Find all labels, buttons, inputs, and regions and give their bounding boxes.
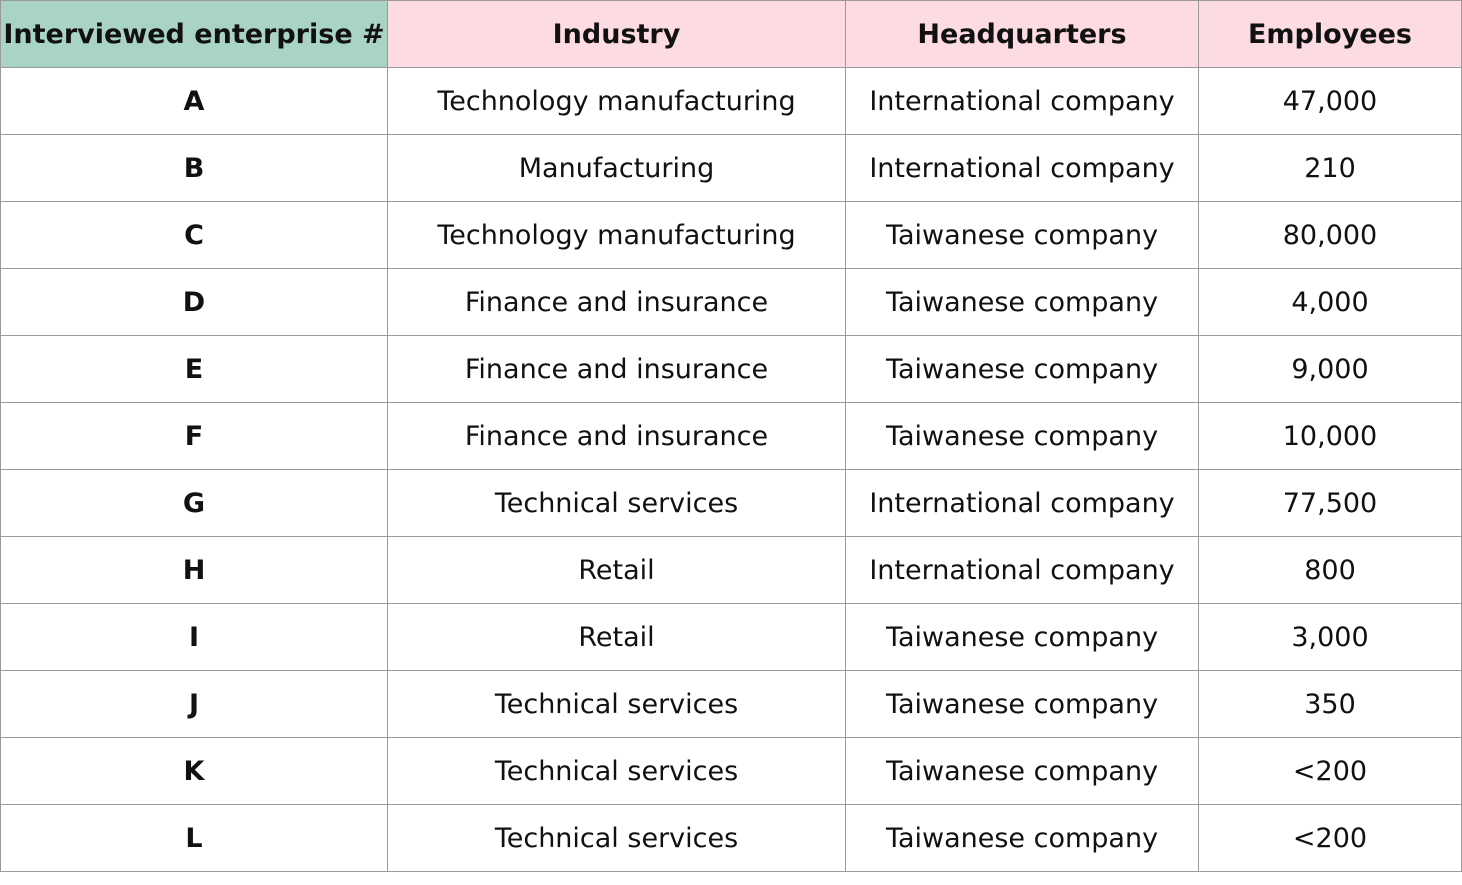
table-row: G Technical services International company… xyxy=(0,469,1462,537)
enterprise-id-cell: K xyxy=(0,737,388,805)
table-body: A Technology manufacturing International c… xyxy=(0,67,1462,872)
industry-cell: Technical services xyxy=(387,469,846,537)
industry-cell: Finance and insurance xyxy=(387,402,846,470)
enterprise-id-cell: I xyxy=(0,603,388,671)
enterprise-id-cell: L xyxy=(0,804,388,872)
industry-cell: Finance and insurance xyxy=(387,268,846,336)
enterprise-id-cell: E xyxy=(0,335,388,403)
industry-cell: Technology manufacturing xyxy=(387,67,846,135)
headquarters-cell: International company xyxy=(845,469,1199,537)
header-row: Interviewed enterprise # Industry Headqu… xyxy=(0,0,1462,68)
header-employees: Employees xyxy=(1198,0,1462,68)
employees-cell: 47,000 xyxy=(1198,67,1462,135)
table-row: H Retail International company 800 xyxy=(0,536,1462,604)
table-row: B Manufacturing International company 210 xyxy=(0,134,1462,202)
industry-cell: Technical services xyxy=(387,670,846,738)
enterprise-id-cell: F xyxy=(0,402,388,470)
employees-cell: 9,000 xyxy=(1198,335,1462,403)
table-row: A Technology manufacturing International c… xyxy=(0,67,1462,135)
table-row: L Technical services Taiwanese company <200 xyxy=(0,804,1462,872)
enterprise-id-cell: G xyxy=(0,469,388,537)
table-row: D Finance and insurance Taiwanese company 4… xyxy=(0,268,1462,336)
headquarters-cell: Taiwanese company xyxy=(845,201,1199,269)
table-row: C Technology manufacturing Taiwanese compa… xyxy=(0,201,1462,269)
enterprise-id-cell: B xyxy=(0,134,388,202)
industry-cell: Retail xyxy=(387,536,846,604)
enterprise-id-cell: D xyxy=(0,268,388,336)
industry-cell: Finance and insurance xyxy=(387,335,846,403)
industry-cell: Technical services xyxy=(387,804,846,872)
employees-cell: 210 xyxy=(1198,134,1462,202)
employees-cell: <200 xyxy=(1198,804,1462,872)
employees-cell: <200 xyxy=(1198,737,1462,805)
employees-cell: 800 xyxy=(1198,536,1462,604)
table-row: F Finance and insurance Taiwanese company 1… xyxy=(0,402,1462,470)
headquarters-cell: International company xyxy=(845,134,1199,202)
enterprise-id-cell: C xyxy=(0,201,388,269)
industry-cell: Technical services xyxy=(387,737,846,805)
header-headquarters: Headquarters xyxy=(845,0,1199,68)
enterprise-id-cell: H xyxy=(0,536,388,604)
header-enterprise: Interviewed enterprise # xyxy=(0,0,388,68)
headquarters-cell: Taiwanese company xyxy=(845,268,1199,336)
headquarters-cell: Taiwanese company xyxy=(845,670,1199,738)
table-row: I Retail Taiwanese company 3,000 xyxy=(0,603,1462,671)
header-industry: Industry xyxy=(387,0,846,68)
headquarters-cell: Taiwanese company xyxy=(845,335,1199,403)
enterprise-id-cell: J xyxy=(0,670,388,738)
headquarters-cell: International company xyxy=(845,67,1199,135)
employees-cell: 4,000 xyxy=(1198,268,1462,336)
headquarters-cell: Taiwanese company xyxy=(845,603,1199,671)
industry-cell: Technology manufacturing xyxy=(387,201,846,269)
employees-cell: 80,000 xyxy=(1198,201,1462,269)
headquarters-cell: Taiwanese company xyxy=(845,737,1199,805)
industry-cell: Manufacturing xyxy=(387,134,846,202)
enterprise-id-cell: A xyxy=(0,67,388,135)
employees-cell: 350 xyxy=(1198,670,1462,738)
table-header: Interviewed enterprise # Industry Headqu… xyxy=(0,0,1462,68)
table-row: J Technical services Taiwanese company 350 xyxy=(0,670,1462,738)
headquarters-cell: Taiwanese company xyxy=(845,804,1199,872)
employees-cell: 77,500 xyxy=(1198,469,1462,537)
employees-cell: 3,000 xyxy=(1198,603,1462,671)
employees-cell: 10,000 xyxy=(1198,402,1462,470)
industry-cell: Retail xyxy=(387,603,846,671)
table-row: K Technical services Taiwanese company <200 xyxy=(0,737,1462,805)
table-row: E Finance and insurance Taiwanese company 9… xyxy=(0,335,1462,403)
headquarters-cell: Taiwanese company xyxy=(845,402,1199,470)
headquarters-cell: International company xyxy=(845,536,1199,604)
